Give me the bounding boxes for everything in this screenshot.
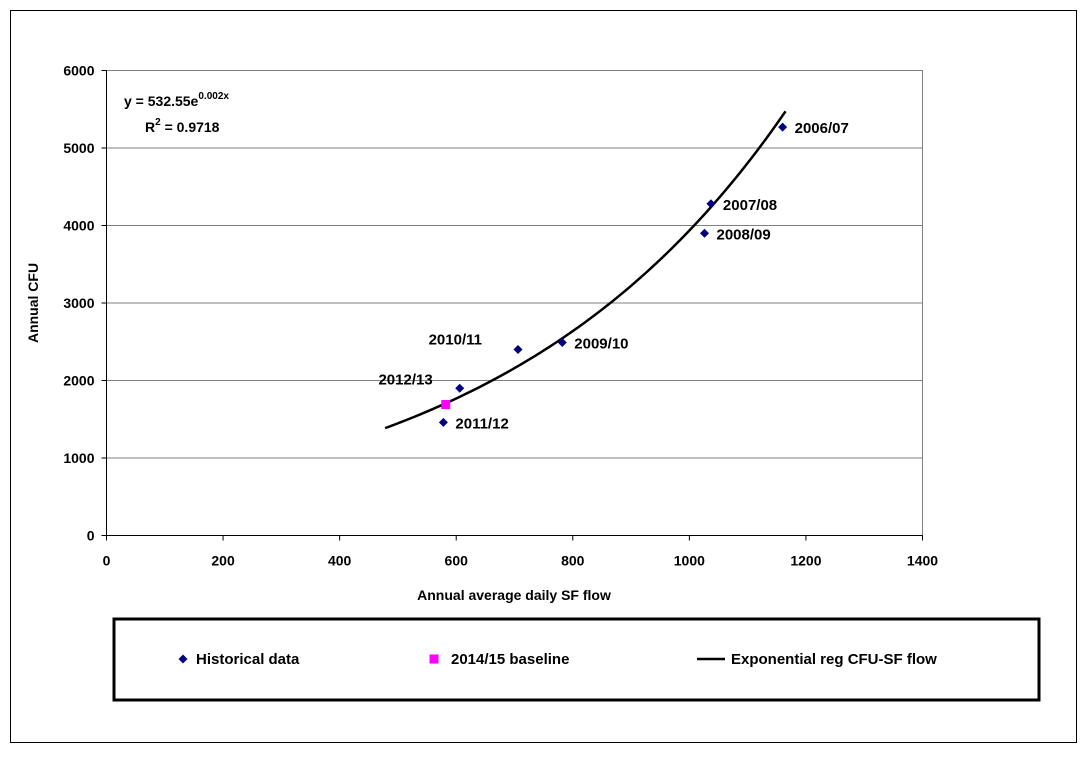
y-axis-title: Annual CFU: [25, 263, 41, 343]
data-label: 2006/07: [795, 120, 849, 137]
x-tick-label: 600: [445, 553, 469, 569]
data-point-square: [441, 400, 451, 410]
r-squared-superscript: 2: [155, 117, 161, 128]
equation-text: y = 532.55e0.002x: [124, 91, 229, 109]
trendline-layer: [384, 110, 787, 430]
x-tick-label: 1000: [674, 553, 705, 569]
data-point-diamond: [455, 383, 465, 393]
y-tick-label: 4000: [63, 218, 94, 234]
legend-marker-baseline: [429, 654, 439, 664]
data-point-diamond: [700, 228, 710, 238]
data-label: 2011/12: [455, 415, 508, 432]
x-axis-title: Annual average daily SF flow: [417, 587, 611, 603]
x-tick-label: 800: [561, 553, 585, 569]
equation-exponent: 0.002x: [198, 91, 229, 102]
y-tick-label: 0: [87, 528, 95, 544]
axes: 0 1000 2000 3000 4000 5000 6000 0 200 400 600 800 10…: [63, 63, 938, 569]
data-label: 2007/08: [723, 197, 777, 214]
data-point-diamond: [778, 122, 788, 132]
data-label: 2008/09: [717, 226, 771, 243]
equation-prefix: y = 532.55e: [124, 93, 199, 109]
y-tick-label: 1000: [63, 450, 94, 466]
trendline-exponential: [384, 110, 787, 430]
legend-box: [112, 617, 1041, 702]
data-label: 2010/11: [429, 332, 482, 349]
r-squared-value: = 0.9718: [161, 119, 220, 135]
data-label: 2012/13: [378, 371, 432, 388]
y-tick-label: 5000: [63, 140, 94, 156]
data-label: 2009/10: [574, 336, 628, 353]
x-tick-label: 400: [328, 553, 352, 569]
data-point-diamond: [438, 417, 448, 427]
x-tick-label: 0: [103, 553, 111, 569]
legend: Historical data 2014/15 baseline Exponenti…: [178, 651, 937, 668]
x-tick-label: 1200: [790, 553, 821, 569]
data-point-diamond: [706, 199, 716, 209]
y-tick-label: 6000: [63, 63, 94, 79]
x-tick-label: 200: [211, 553, 235, 569]
y-tick-label: 3000: [63, 295, 94, 311]
r-squared-prefix: R: [145, 119, 155, 135]
data-point-diamond: [557, 338, 567, 348]
legend-marker-historical: [178, 654, 188, 664]
gridlines: [106, 147, 923, 459]
r-squared-text: R2 = 0.9718: [145, 117, 220, 135]
legend-label-historical: Historical data: [196, 651, 300, 668]
legend-label-baseline: 2014/15 baseline: [451, 651, 569, 668]
points-layer: [438, 122, 788, 427]
y-tick-label: 2000: [63, 373, 94, 389]
data-labels-layer: 2006/07 2007/08 2008/09 2009/10 2010/11 2011/…: [378, 120, 848, 432]
x-tick-label: 1400: [907, 553, 938, 569]
data-point-diamond: [513, 345, 523, 354]
legend-label-trend: Exponential reg CFU-SF flow: [731, 651, 937, 668]
